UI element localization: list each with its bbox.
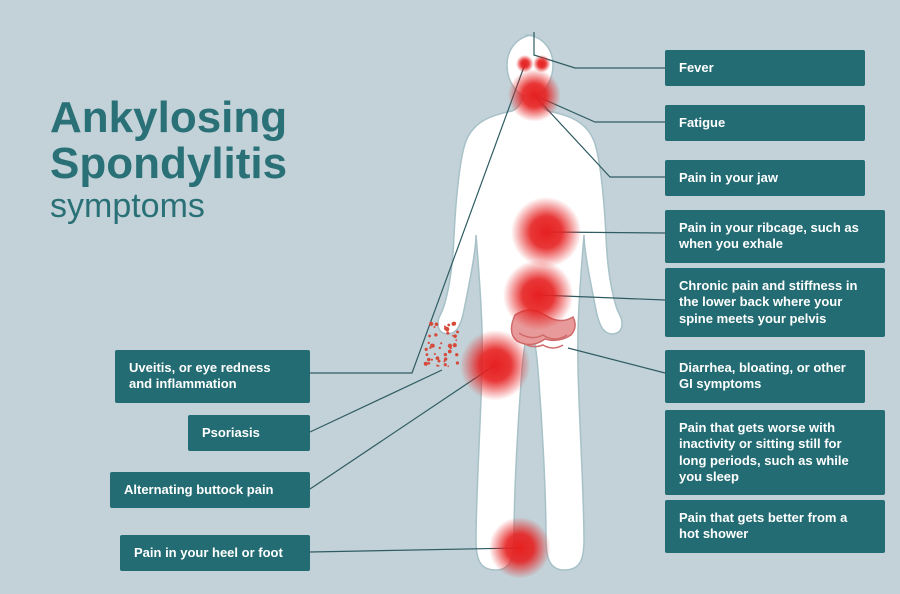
page-title: Ankylosing Spondylitis symptoms bbox=[50, 95, 287, 226]
label-jaw: Pain in your jaw bbox=[665, 160, 865, 196]
label-fatigue: Fatigue bbox=[665, 105, 865, 141]
hotspot-lowback bbox=[503, 260, 573, 330]
label-heel: Pain in your heel or foot bbox=[120, 535, 310, 571]
hotspot-foot bbox=[489, 517, 551, 579]
label-lowerback: Chronic pain and stiffness in the lower … bbox=[665, 268, 885, 337]
title-line-1: Ankylosing bbox=[50, 95, 287, 141]
label-fever: Fever bbox=[665, 50, 865, 86]
label-ribcage: Pain in your ribcage, such as when you e… bbox=[665, 210, 885, 263]
hotspot-rib bbox=[511, 197, 581, 267]
label-uveitis: Uveitis, or eye redness and inflammation bbox=[115, 350, 310, 403]
label-inactivity: Pain that gets worse with inactivity or … bbox=[665, 410, 885, 495]
title-line-3: symptoms bbox=[50, 187, 287, 226]
label-gi: Diarrhea, bloating, or other GI symptoms bbox=[665, 350, 865, 403]
hotspot-hip bbox=[460, 330, 530, 400]
label-shower: Pain that gets better from a hot shower bbox=[665, 500, 885, 553]
label-buttock: Alternating buttock pain bbox=[110, 472, 310, 508]
title-line-2: Spondylitis bbox=[50, 141, 287, 187]
hotspot-mouth bbox=[508, 69, 561, 122]
psoriasis-pattern bbox=[421, 319, 463, 371]
label-psoriasis: Psoriasis bbox=[188, 415, 310, 451]
